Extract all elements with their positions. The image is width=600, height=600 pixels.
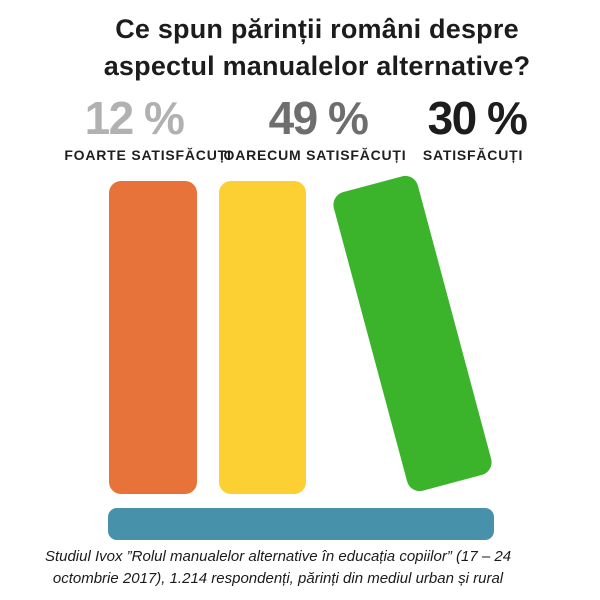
page-title: Ce spun părinții români despre aspectul …: [0, 11, 600, 85]
book-green-tilted: [330, 173, 495, 494]
source-note-line-2: octombrie 2017), 1.214 respondenți, pări…: [52, 570, 504, 587]
book-yellow: [219, 181, 306, 494]
stat-value-foarte-satisfacuti: 12 %: [84, 92, 185, 144]
stat-label-satisfacuti: SATISFĂCUȚI: [422, 147, 524, 163]
page-title-line-1: Ce spun părinții români despre: [115, 14, 519, 44]
source-note: Studiul Ivox ”Rolul manualelor alternati…: [0, 546, 600, 590]
stat-value-satisfacuti: 30 %: [427, 92, 528, 144]
book-orange: [109, 181, 197, 494]
page-title-line-2: aspectul manualelor alternative?: [103, 51, 531, 81]
source-note-line-1: Studiul Ivox ”Rolul manualelor alternati…: [44, 548, 512, 565]
stat-label-oarecum-satisfacuti: OARECUM SATISFĂCUȚI: [223, 147, 407, 163]
bookshelf-bar: [108, 508, 494, 540]
stat-value-oarecum-satisfacuti: 49 %: [268, 92, 369, 144]
stat-label-foarte-satisfacuti: FOARTE SATISFĂCUȚI: [64, 147, 232, 163]
